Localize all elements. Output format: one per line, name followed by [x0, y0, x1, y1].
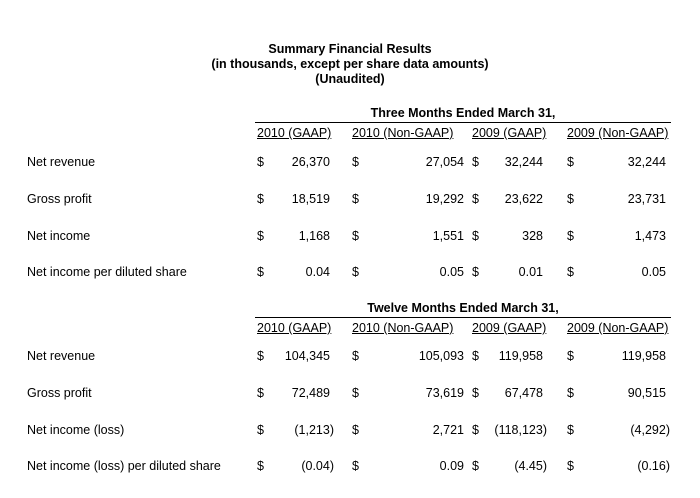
row-label: Net income per diluted share	[27, 265, 187, 279]
dollar-sign: $	[352, 229, 359, 243]
cell-value: 72,489	[291, 386, 330, 400]
row-label: Gross profit	[27, 386, 92, 400]
dollar-sign: $	[257, 155, 264, 169]
cell-value: 32,244	[504, 155, 543, 169]
row-label: Net revenue	[27, 155, 96, 169]
dollar-sign: $	[352, 386, 359, 400]
dollar-sign: $	[257, 349, 264, 363]
dollar-sign: $	[567, 229, 574, 243]
cell-value: 1,168	[298, 229, 330, 243]
column-header: 2009 (GAAP)	[472, 321, 547, 335]
row-label: Net income (loss)	[27, 423, 125, 437]
cell-value: 26,370	[291, 155, 330, 169]
dollar-sign: $	[567, 265, 574, 279]
report-title: Summary Financial Results	[268, 42, 432, 56]
cell-value: 19,292	[425, 192, 464, 206]
row-label: Net income (loss) per diluted share	[27, 459, 221, 473]
dollar-sign: $	[352, 423, 359, 437]
column-header: 2009 (Non-GAAP)	[567, 321, 669, 335]
cell-value: 104,345	[284, 349, 330, 363]
cell-value: 1,473	[634, 229, 666, 243]
dollar-sign: $	[567, 192, 574, 206]
dollar-sign: $	[352, 265, 359, 279]
column-header: 2010 (Non-GAAP)	[352, 126, 454, 140]
dollar-sign: $	[472, 459, 479, 473]
cell-value: 27,054	[425, 155, 464, 169]
cell-value: 18,519	[291, 192, 330, 206]
cell-value: 0.05	[439, 265, 464, 279]
dollar-sign: $	[352, 155, 359, 169]
cell-value: (4.45)	[514, 459, 547, 473]
dollar-sign: $	[472, 386, 479, 400]
cell-value: 23,731	[627, 192, 666, 206]
cell-value: (1,213)	[294, 423, 334, 437]
cell-value: 67,478	[504, 386, 543, 400]
cell-value: 105,093	[418, 349, 464, 363]
dollar-sign: $	[257, 265, 264, 279]
dollar-sign: $	[567, 423, 574, 437]
dollar-sign: $	[472, 229, 479, 243]
cell-value: 328	[522, 229, 543, 243]
dollar-sign: $	[472, 192, 479, 206]
section-heading-three-months: Three Months Ended March 31,	[255, 106, 671, 123]
column-header: 2009 (Non-GAAP)	[567, 126, 669, 140]
cell-value: 119,958	[621, 349, 666, 363]
cell-value: 1,551	[432, 229, 464, 243]
column-header: 2009 (GAAP)	[472, 126, 547, 140]
dollar-sign: $	[472, 155, 479, 169]
column-header: 2010 (GAAP)	[257, 126, 332, 140]
cell-value: 0.05	[641, 265, 666, 279]
cell-value: 119,958	[498, 349, 543, 363]
dollar-sign: $	[352, 192, 359, 206]
dollar-sign: $	[257, 423, 264, 437]
cell-value: 0.09	[439, 459, 464, 473]
section-heading-twelve-months: Twelve Months Ended March 31,	[255, 301, 671, 318]
cell-value: 90,515	[627, 386, 666, 400]
dollar-sign: $	[567, 155, 574, 169]
dollar-sign: $	[352, 349, 359, 363]
cell-value: 73,619	[425, 386, 464, 400]
cell-value: (118,123)	[494, 423, 547, 437]
dollar-sign: $	[257, 192, 264, 206]
cell-value: (0.16)	[637, 459, 670, 473]
row-label: Net income	[27, 229, 91, 243]
row-label: Gross profit	[27, 192, 92, 206]
report-subtitle: (in thousands, except per share data amo…	[211, 57, 489, 71]
dollar-sign: $	[257, 386, 264, 400]
cell-value: (0.04)	[301, 459, 334, 473]
cell-value: 0.04	[305, 265, 330, 279]
dollar-sign: $	[567, 386, 574, 400]
dollar-sign: $	[472, 349, 479, 363]
cell-value: 32,244	[627, 155, 666, 169]
cell-value: 2,721	[432, 423, 464, 437]
dollar-sign: $	[257, 459, 264, 473]
cell-value: 23,622	[504, 192, 543, 206]
report-unaudited-note: (Unaudited)	[315, 72, 385, 86]
dollar-sign: $	[567, 459, 574, 473]
cell-value: (4,292)	[630, 423, 670, 437]
cell-value: 0.01	[518, 265, 543, 279]
column-header: 2010 (Non-GAAP)	[352, 321, 454, 335]
row-label: Net revenue	[27, 349, 96, 363]
dollar-sign: $	[257, 229, 264, 243]
dollar-sign: $	[472, 423, 479, 437]
dollar-sign: $	[472, 265, 479, 279]
dollar-sign: $	[567, 349, 574, 363]
column-header: 2010 (GAAP)	[257, 321, 332, 335]
dollar-sign: $	[352, 459, 359, 473]
